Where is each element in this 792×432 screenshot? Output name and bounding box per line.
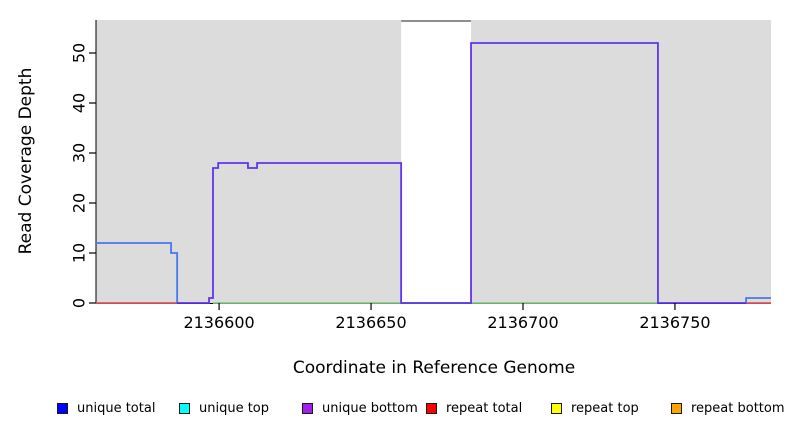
y-tick-label: 0 xyxy=(69,297,89,309)
y-tick-label: 10 xyxy=(69,242,89,264)
x-tick-label: 2136750 xyxy=(639,313,711,332)
series-line-unique-total xyxy=(96,242,179,303)
gap-region xyxy=(401,20,472,303)
y-tick-label: 20 xyxy=(69,192,89,214)
x-tick-label: 2136700 xyxy=(487,313,559,332)
series-line-unique-total xyxy=(745,297,771,303)
series-line-unique-bottom xyxy=(177,42,747,304)
y-tick-label: 50 xyxy=(69,42,89,64)
y-tick-label: 30 xyxy=(69,142,89,164)
x-tick-label: 2136600 xyxy=(183,313,255,332)
y-axis-label: Read Coverage Depth xyxy=(16,67,36,255)
x-axis-label: Coordinate in Reference Genome xyxy=(292,358,576,378)
x-tick-label: 2136650 xyxy=(335,313,407,332)
y-tick-label: 40 xyxy=(69,92,89,114)
